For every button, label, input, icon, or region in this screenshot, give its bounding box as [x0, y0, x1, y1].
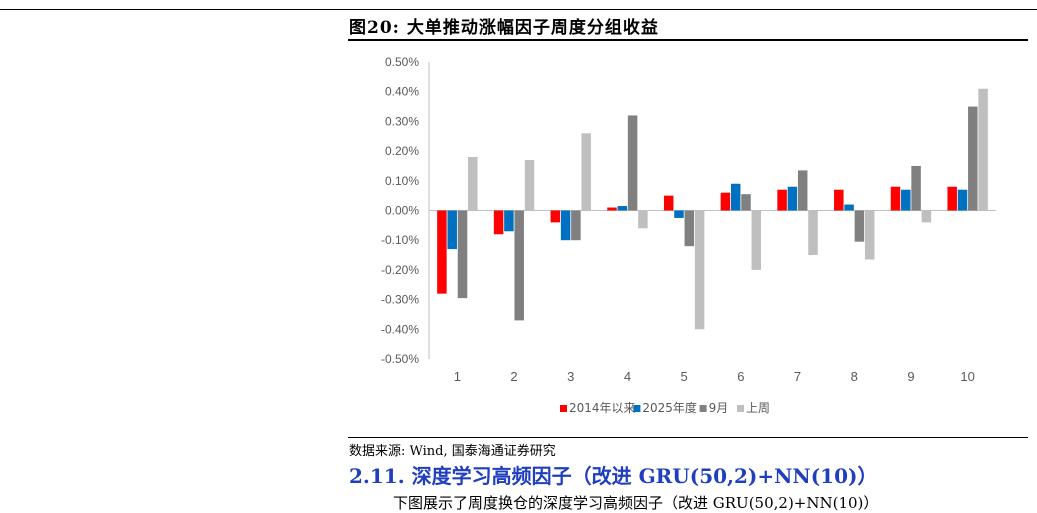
bar-9月-2	[514, 210, 524, 321]
x-tick-label: 10	[960, 369, 974, 384]
bar-9月-3	[571, 210, 581, 241]
bar-2025年度-5	[674, 210, 684, 218]
bar-9月-8	[854, 210, 865, 242]
bar-上周-1	[468, 157, 478, 211]
y-tick-label: 0.10%	[385, 174, 419, 188]
bar-上周-9	[921, 210, 932, 223]
x-tick-label: 2	[510, 369, 517, 384]
x-tick-label: 6	[737, 369, 744, 384]
bar-2014年以来-10	[947, 186, 957, 211]
bar-2014年以来-8	[834, 189, 844, 211]
legend: 2014年以来 2025年度 9月 上周	[560, 400, 770, 415]
legend-label: 2025年度	[642, 400, 697, 415]
y-tick-label: -0.20%	[381, 263, 419, 277]
x-axis-labels: 1 2 3 4 5 6 7 8 9 10	[454, 369, 975, 384]
bar-2014年以来-5	[663, 195, 674, 211]
x-tick-label: 1	[454, 369, 461, 384]
bar-上周-8	[864, 210, 875, 260]
bar-2025年度-8	[844, 204, 854, 211]
bar-9月-4	[627, 115, 638, 211]
bars	[437, 88, 988, 330]
bar-上周-10	[978, 88, 988, 211]
y-tick-label: 0.00%	[385, 204, 419, 218]
bar-2025年度-1	[447, 210, 457, 250]
bar-9月-5	[684, 210, 695, 247]
bar-2025年度-7	[787, 186, 798, 211]
x-tick-label: 5	[681, 369, 688, 384]
bar-9月-10	[968, 106, 978, 211]
legend-swatch	[560, 405, 567, 412]
y-axis-labels: 0.50% 0.40% 0.30% 0.20% 0.10% 0.00% -0.10% -0.2…	[381, 55, 419, 366]
bar-上周-6	[751, 210, 762, 270]
y-tick-label: 0.50%	[385, 55, 419, 69]
bar-2014年以来-3	[550, 210, 561, 223]
bar-2025年度-4	[617, 206, 628, 211]
top-rule	[0, 9, 1037, 10]
y-tick-label: 0.40%	[385, 85, 419, 99]
y-tick-label: -0.30%	[381, 293, 419, 307]
legend-label: 2014年以来	[569, 401, 636, 415]
bar-9月-7	[797, 170, 808, 211]
bar-2025年度-2	[504, 210, 514, 232]
figure-title: 图20: 大单推动涨幅因子周度分组收益	[349, 18, 659, 38]
bar-上周-3	[581, 133, 591, 211]
legend-label: 上周	[746, 401, 770, 415]
title-rule	[348, 39, 1028, 41]
y-tick-label: -0.50%	[381, 352, 419, 366]
bar-2014年以来-2	[493, 210, 504, 235]
y-tick-label: 0.20%	[385, 144, 419, 158]
bar-2014年以来-1	[437, 210, 447, 294]
legend-swatch	[699, 405, 707, 412]
bar-上周-2	[524, 160, 535, 211]
source-rule	[348, 437, 1028, 438]
legend-label: 9月	[709, 401, 729, 415]
legend-swatch	[737, 405, 744, 412]
x-tick-label: 3	[567, 369, 574, 384]
x-tick-label: 7	[794, 369, 801, 384]
y-tick-label: -0.40%	[381, 322, 419, 336]
x-tick-label: 4	[624, 369, 631, 384]
bar-2025年度-6	[730, 183, 741, 211]
bar-上周-4	[638, 210, 648, 229]
x-tick-label: 9	[907, 369, 914, 384]
bar-2014年以来-7	[777, 189, 787, 211]
bar-2014年以来-9	[890, 186, 901, 211]
bar-上周-7	[808, 210, 818, 256]
bar-9月-9	[911, 165, 921, 211]
bar-2025年度-3	[560, 210, 571, 241]
bar-2014年以来-4	[607, 207, 617, 211]
bar-9月-1	[457, 210, 468, 299]
y-tick-label: 0.30%	[385, 114, 419, 128]
legend-swatch	[633, 405, 641, 412]
y-tick-label: -0.10%	[381, 233, 419, 247]
bar-2014年以来-6	[720, 192, 731, 211]
section-heading: 2.11. 深度学习高频因子（改进 GRU(50,2)+NN(10)）	[349, 464, 878, 488]
bar-chart: 0.50% 0.40% 0.30% 0.20% 0.10% 0.00% -0.10% -0.2…	[381, 55, 996, 415]
bar-9月-6	[741, 194, 751, 211]
bar-2025年度-9	[901, 189, 911, 211]
bar-上周-5	[694, 210, 705, 330]
bar-2025年度-10	[957, 189, 968, 211]
body-text-line: 下图展示了周度换仓的深度学习高频因子（改进 GRU(50,2)+NN(10)）	[393, 494, 879, 512]
x-tick-label: 8	[851, 369, 858, 384]
figure-source: 数据来源: Wind, 国泰海通证券研究	[349, 444, 556, 459]
